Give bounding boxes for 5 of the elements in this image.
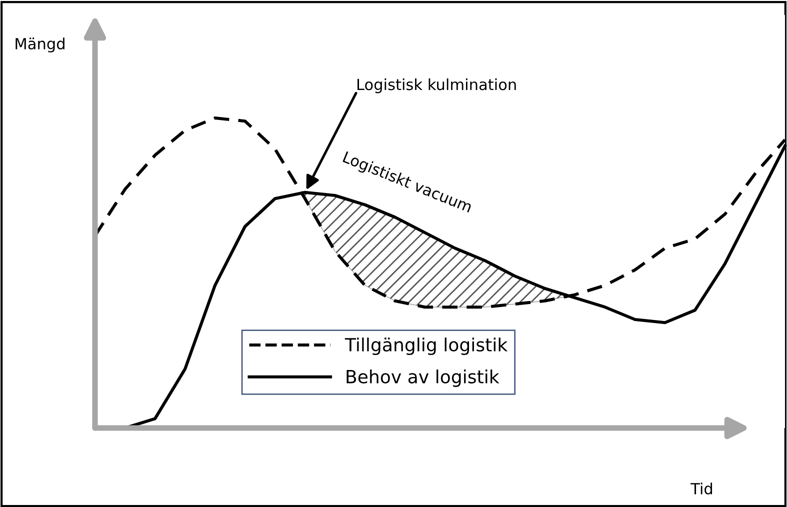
y-axis-title: Mängd (16, 38, 64, 52)
x-axis-title: Tid (690, 482, 712, 494)
legend-label: Behov av logistik (346, 369, 500, 387)
text: Logistisk kulmination (358, 78, 516, 94)
legend-label: Tillgänglig logistik (344, 338, 508, 356)
